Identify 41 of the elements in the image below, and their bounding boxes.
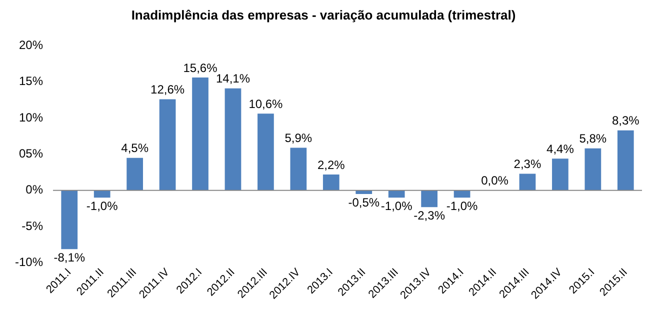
bar — [192, 77, 208, 190]
data-label: 5,9% — [284, 131, 312, 146]
bar — [290, 148, 307, 190]
data-label: 15,6% — [183, 60, 218, 75]
data-label: -2,3% — [414, 208, 446, 222]
bar — [159, 99, 176, 190]
bar — [519, 174, 536, 190]
bar — [258, 114, 274, 190]
y-tick-label: 15% — [18, 74, 44, 88]
bar — [584, 148, 602, 190]
data-label: -1,0% — [380, 198, 413, 213]
bar — [61, 190, 78, 250]
data-label: 10,6% — [248, 96, 284, 111]
y-tick-label: -10% — [15, 255, 44, 270]
data-label: -1,0% — [446, 198, 478, 213]
y-tick-label: 10% — [18, 110, 44, 124]
data-label: -0,5% — [348, 195, 380, 210]
y-tick-label: 05% — [18, 146, 44, 161]
bar — [322, 174, 340, 190]
y-tick-label: 0% — [26, 182, 44, 197]
data-label: 14,1% — [216, 72, 250, 86]
bar — [94, 190, 110, 198]
bar — [552, 158, 568, 190]
bar — [421, 190, 438, 208]
bar — [126, 158, 143, 190]
data-label: -8,1% — [54, 250, 86, 264]
data-label: -1,0% — [86, 198, 118, 213]
data-label: 4,4% — [546, 142, 574, 156]
data-label: 0,0% — [481, 174, 509, 188]
data-label: 8,3% — [612, 114, 640, 128]
y-tick-label: -5% — [22, 218, 44, 233]
data-label: 5,8% — [579, 132, 607, 146]
chart-title: Inadimplência das empresas - variação acumulada (trimestral) — [131, 7, 516, 22]
y-tick-label: 20% — [18, 38, 44, 52]
data-label: 4,5% — [121, 141, 149, 156]
data-label: 2,3% — [514, 157, 542, 172]
bar — [224, 88, 242, 190]
data-label: 2,2% — [317, 158, 346, 172]
data-label: 12,6% — [150, 82, 185, 96]
bar — [388, 190, 405, 198]
bar — [617, 130, 634, 190]
